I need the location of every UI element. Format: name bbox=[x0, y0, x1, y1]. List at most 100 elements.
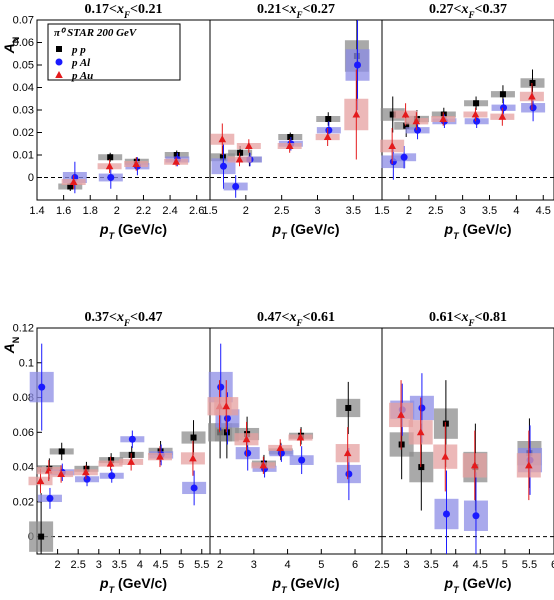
marker-pp bbox=[237, 149, 244, 156]
marker-pAu bbox=[57, 470, 65, 478]
marker-pp bbox=[473, 100, 480, 107]
marker-pAu bbox=[36, 476, 45, 484]
panel-title: 0.37<xF<0.47 bbox=[85, 310, 163, 328]
y-tick-label: 0 bbox=[28, 172, 34, 184]
marker-pAu bbox=[470, 461, 479, 469]
marker-pAl bbox=[529, 104, 537, 112]
x-tick-label: 4.5 bbox=[473, 559, 488, 571]
x-tick-label: 4 bbox=[285, 559, 291, 571]
x-axis-label: pT (GeV/c) bbox=[444, 575, 512, 595]
marker-pp bbox=[128, 451, 135, 458]
marker-pp bbox=[219, 154, 226, 161]
marker-pp bbox=[173, 152, 180, 158]
marker-pAl bbox=[232, 183, 240, 190]
y-axis-label: AN bbox=[1, 37, 21, 55]
legend-marker-pAl bbox=[55, 58, 63, 66]
marker-pAu bbox=[172, 157, 180, 165]
panel-title: 0.27<xF<0.37 bbox=[429, 2, 507, 20]
x-tick-label: 2 bbox=[55, 559, 61, 571]
marker-pp bbox=[418, 464, 425, 471]
marker-pAu bbox=[242, 435, 251, 443]
marker-pAl bbox=[223, 414, 231, 422]
panel-title: 0.17<xF<0.21 bbox=[85, 2, 163, 20]
marker-pAu bbox=[397, 410, 405, 418]
marker-pp bbox=[345, 404, 352, 411]
x-axis-label: pT (GeV/c) bbox=[99, 575, 167, 595]
marker-pp bbox=[403, 122, 410, 129]
legend-label-pAu: p Au bbox=[71, 70, 93, 82]
x-tick-label: 1.6 bbox=[56, 205, 71, 217]
x-tick-label: 2.6 bbox=[189, 205, 204, 217]
marker-pAu bbox=[82, 468, 90, 476]
marker-pAu bbox=[156, 452, 164, 460]
marker-pAu bbox=[439, 115, 448, 122]
marker-pAl bbox=[38, 383, 46, 391]
y-tick-label: 0.06 bbox=[13, 427, 34, 439]
x-tick-label: 2 bbox=[406, 205, 412, 217]
marker-pAu bbox=[235, 155, 244, 163]
x-tick-label: 2.5 bbox=[428, 205, 443, 217]
marker-pAl bbox=[325, 126, 333, 134]
legend-marker-pp bbox=[56, 46, 62, 52]
marker-pp bbox=[389, 111, 396, 118]
marker-pAu bbox=[352, 110, 361, 118]
marker-pAu bbox=[416, 428, 425, 436]
marker-pAl bbox=[190, 484, 198, 492]
marker-pAl bbox=[473, 117, 481, 125]
marker-pAl bbox=[472, 512, 480, 520]
marker-pAu bbox=[127, 457, 135, 465]
panel-title: 0.61<xF<0.81 bbox=[429, 310, 507, 328]
x-axis-label: pT (GeV/c) bbox=[444, 221, 512, 241]
marker-pp bbox=[190, 434, 197, 441]
marker-pAl bbox=[418, 404, 426, 412]
marker-pAl bbox=[83, 475, 91, 483]
marker-pAu bbox=[498, 112, 507, 120]
marker-pAu bbox=[259, 461, 268, 469]
marker-pAu bbox=[69, 178, 78, 185]
x-tick-label: 2.5 bbox=[274, 205, 289, 217]
x-tick-label: 2.4 bbox=[162, 205, 177, 217]
marker-pAu bbox=[528, 92, 536, 100]
marker-pAl bbox=[220, 162, 227, 170]
marker-pAl bbox=[400, 153, 408, 161]
legend-box bbox=[47, 23, 181, 81]
y-axis-label: AN bbox=[1, 337, 21, 355]
x-tick-label: 5 bbox=[178, 559, 184, 571]
x-tick-label: 2 bbox=[217, 559, 223, 571]
x-axis-label: pT (GeV/c) bbox=[99, 221, 167, 241]
legend-label-pp: p p bbox=[71, 44, 86, 56]
marker-pAu bbox=[218, 135, 227, 143]
y-tick-label: 0.06 bbox=[13, 37, 34, 49]
x-tick-label: 3 bbox=[251, 559, 257, 571]
x-tick-label: 2 bbox=[243, 205, 249, 217]
x-tick-label: 1.5 bbox=[374, 205, 389, 217]
panel-4: 2 3 4 5 6 0.47<xF<0.61 pT (GeV/c) bbox=[207, 310, 383, 595]
marker-pp bbox=[325, 116, 332, 122]
marker-pAu bbox=[276, 443, 285, 451]
y-tick-label: 0.01 bbox=[13, 150, 34, 162]
marker-pp bbox=[440, 111, 447, 118]
y-tick-label: 0.03 bbox=[13, 105, 34, 117]
y-tick-label: 0.02 bbox=[13, 496, 34, 508]
marker-pp bbox=[287, 134, 294, 140]
marker-pAl bbox=[442, 510, 450, 518]
legend: π⁰ STAR 200 GeV p pp Alp Au bbox=[47, 23, 181, 82]
panel-frame bbox=[381, 327, 554, 555]
marker-pAu bbox=[412, 117, 421, 125]
x-tick-label: 4.5 bbox=[536, 205, 551, 217]
y-tick-label: 0.07 bbox=[13, 15, 34, 27]
x-tick-label: 1.8 bbox=[83, 205, 98, 217]
marker-pAl bbox=[217, 383, 225, 391]
x-tick-label: 5.5 bbox=[194, 559, 209, 571]
x-tick-label: 5 bbox=[502, 559, 508, 571]
legend-title: π⁰ STAR 200 GeV bbox=[54, 27, 138, 39]
y-axis-label-text: AN bbox=[1, 337, 21, 355]
legend-marker-pAu bbox=[55, 71, 63, 78]
x-tick-label: 2.2 bbox=[136, 205, 151, 217]
marker-pAu bbox=[471, 110, 480, 118]
x-tick-label: 2 bbox=[114, 205, 120, 217]
marker-pAu bbox=[441, 452, 450, 460]
marker-pAu bbox=[285, 142, 294, 149]
x-tick-label: 3.5 bbox=[482, 205, 497, 217]
x-axis-label: pT (GeV/c) bbox=[272, 575, 340, 595]
